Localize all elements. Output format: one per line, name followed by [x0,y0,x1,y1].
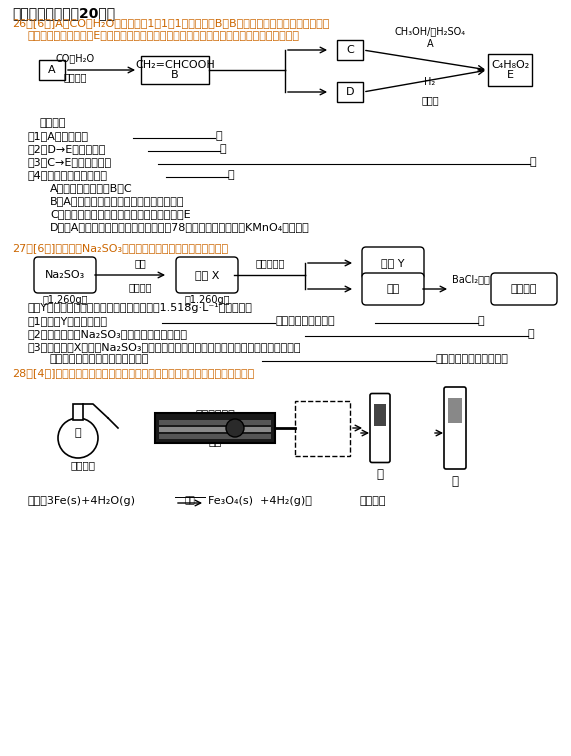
Bar [159,434,271,439]
Text: 高温: 高温 [184,496,195,505]
Text: （不考虑空气的影响）。: （不考虑空气的影响）。 [435,354,508,364]
Text: 高温加热装置: 高温加热装置 [195,410,235,420]
FancyBboxPatch shape [491,273,557,305]
Text: 写出产生淡黄色沉淀的离子方程式: 写出产生淡黄色沉淀的离子方程式 [50,354,150,364]
Text: 。: 。 [220,144,227,154]
Text: 溶液: 溶液 [387,284,400,294]
Text: BaCl₂溶液: BaCl₂溶液 [452,274,490,284]
Text: A: A [48,65,56,75]
FancyBboxPatch shape [176,257,238,293]
Text: C．乙酸和乙醇在浓硫酸作用下加热也可生成E: C．乙酸和乙醇在浓硫酸作用下加热也可生成E [50,209,191,219]
Text: 足量稀盐酸: 足量稀盐酸 [255,258,285,268]
FancyBboxPatch shape [370,394,390,463]
Text: 加热装置: 加热装置 [70,460,95,470]
Text: 一定条件: 一定条件 [63,72,87,82]
Text: E: E [506,70,513,80]
Bar [159,420,271,425]
Text: 乙: 乙 [452,475,459,488]
Text: B．A在一定条件下可与氯化氢发生加成反应: B．A在一定条件下可与氯化氢发生加成反应 [50,196,184,206]
Text: 隔绝空气: 隔绝空气 [128,282,152,292]
Text: D: D [346,87,354,97]
Text: （3）C→E的化学方程式: （3）C→E的化学方程式 [28,157,112,167]
Text: 二、非选择题（共20分）: 二、非选择题（共20分） [12,6,115,20]
Text: 加热: 加热 [134,258,146,268]
Text: 已知：3Fe(s)+4H₂O(g): 已知：3Fe(s)+4H₂O(g) [28,496,136,506]
Bar [295,401,350,456]
Text: 甲: 甲 [376,469,384,482]
Text: C₄H₈O₂: C₄H₈O₂ [491,60,529,70]
Text: （2）D→E的反应类型: （2）D→E的反应类型 [28,144,106,154]
Text: 。: 。 [528,329,534,339]
Text: Na₂SO₃: Na₂SO₃ [45,270,85,280]
FancyBboxPatch shape [362,247,424,279]
FancyBboxPatch shape [141,56,209,84]
Text: （1）A的结构简式: （1）A的结构简式 [28,131,89,141]
FancyBboxPatch shape [39,60,65,80]
Text: （1.260g）: （1.260g） [184,295,230,305]
FancyBboxPatch shape [444,387,466,469]
Text: （1.260g）: （1.260g） [42,295,88,305]
Text: D．与A的最简式相同，相对分子质量为78的烃一定不能使酸性KMnO₄溶液褪色: D．与A的最简式相同，相对分子质量为78的烃一定不能使酸性KMnO₄溶液褪色 [50,222,309,232]
Text: CH₂=CHCOOH: CH₂=CHCOOH [135,60,215,70]
Text: 铁粉: 铁粉 [208,437,222,447]
Circle shape [58,418,98,458]
Text: （2）该流程中的Na₂SO₃受热分解的化学方程式: （2）该流程中的Na₂SO₃受热分解的化学方程式 [28,329,188,339]
Text: 。: 。 [215,131,222,141]
FancyBboxPatch shape [362,273,424,305]
Text: （1）气体Y分子的电子式: （1）气体Y分子的电子式 [28,316,108,326]
Text: 请回答：: 请回答： [40,118,66,128]
Text: CO、H₂O: CO、H₂O [55,53,95,63]
Text: 28．[4分]为了探究铁、铜及其化合物的性质，某同学设计并进行了下列实验。: 28．[4分]为了探究铁、铜及其化合物的性质，某同学设计并进行了下列实验。 [12,368,254,378]
Bar [159,427,271,432]
Text: （3）另取固体X试样和Na₂SO₃混合，加水溶解后与稀盐酸反应，有淡黄色沉淀产生，: （3）另取固体X试样和Na₂SO₃混合，加水溶解后与稀盐酸反应，有淡黄色沉淀产生… [28,342,301,352]
Bar [448,398,462,423]
Text: （4）下列说法不正确的是: （4）下列说法不正确的是 [28,170,108,180]
FancyBboxPatch shape [337,40,363,60]
Text: H₂: H₂ [424,77,436,87]
Text: A．可用金属钠鉴别B和C: A．可用金属钠鉴别B和C [50,183,132,193]
FancyBboxPatch shape [488,54,532,86]
Text: 。: 。 [228,170,235,180]
Bar [73,404,83,420]
Circle shape [226,419,244,437]
Text: 气体 Y: 气体 Y [381,258,405,268]
FancyBboxPatch shape [337,82,363,102]
Text: 白色沉淀: 白色沉淀 [510,284,537,294]
Text: 27．[6分]已知固体Na₂SO₃受热易分解，实验流程和结果如下：: 27．[6分]已知固体Na₂SO₃受热易分解，实验流程和结果如下： [12,243,228,253]
Bar [374,404,386,426]
Bar [155,413,275,443]
Text: A: A [427,39,433,49]
Text: 。: 。 [478,316,485,326]
Text: C: C [346,45,354,55]
Text: 固体 X: 固体 X [195,270,219,280]
Text: 气体Y是一种纯净物，在标准状况下的密度为1.518g·L⁻¹、请回答：: 气体Y是一种纯净物，在标准状况下的密度为1.518g·L⁻¹、请回答： [28,303,253,313]
Text: CH₃OH/浓H₂SO₄: CH₃OH/浓H₂SO₄ [395,26,465,36]
Text: 26．[6分]A与CO、H₂O以物质的量1：1：1的比例形成B，B中的两个官能团分别具有乙烯和: 26．[6分]A与CO、H₂O以物质的量1：1：1的比例形成B，B中的两个官能团… [12,18,329,28]
Text: 。: 。 [530,157,537,167]
FancyBboxPatch shape [34,257,96,293]
Text: 催化剂: 催化剂 [421,95,439,105]
Text: 乙酸中官能团的性质，E是有芳香气味、不易溶于水的油状液体，有关物质的转化关系如下：: 乙酸中官能团的性质，E是有芳香气味、不易溶于水的油状液体，有关物质的转化关系如下… [28,30,300,40]
Text: Fe₃O₄(s)  +4H₂(g)。: Fe₃O₄(s) +4H₂(g)。 [208,496,312,506]
Text: 请回答：: 请回答： [360,496,387,506]
Text: B: B [171,70,179,79]
Text: 水: 水 [75,428,81,438]
Text: ，白色沉淀的化学式: ，白色沉淀的化学式 [275,316,335,326]
